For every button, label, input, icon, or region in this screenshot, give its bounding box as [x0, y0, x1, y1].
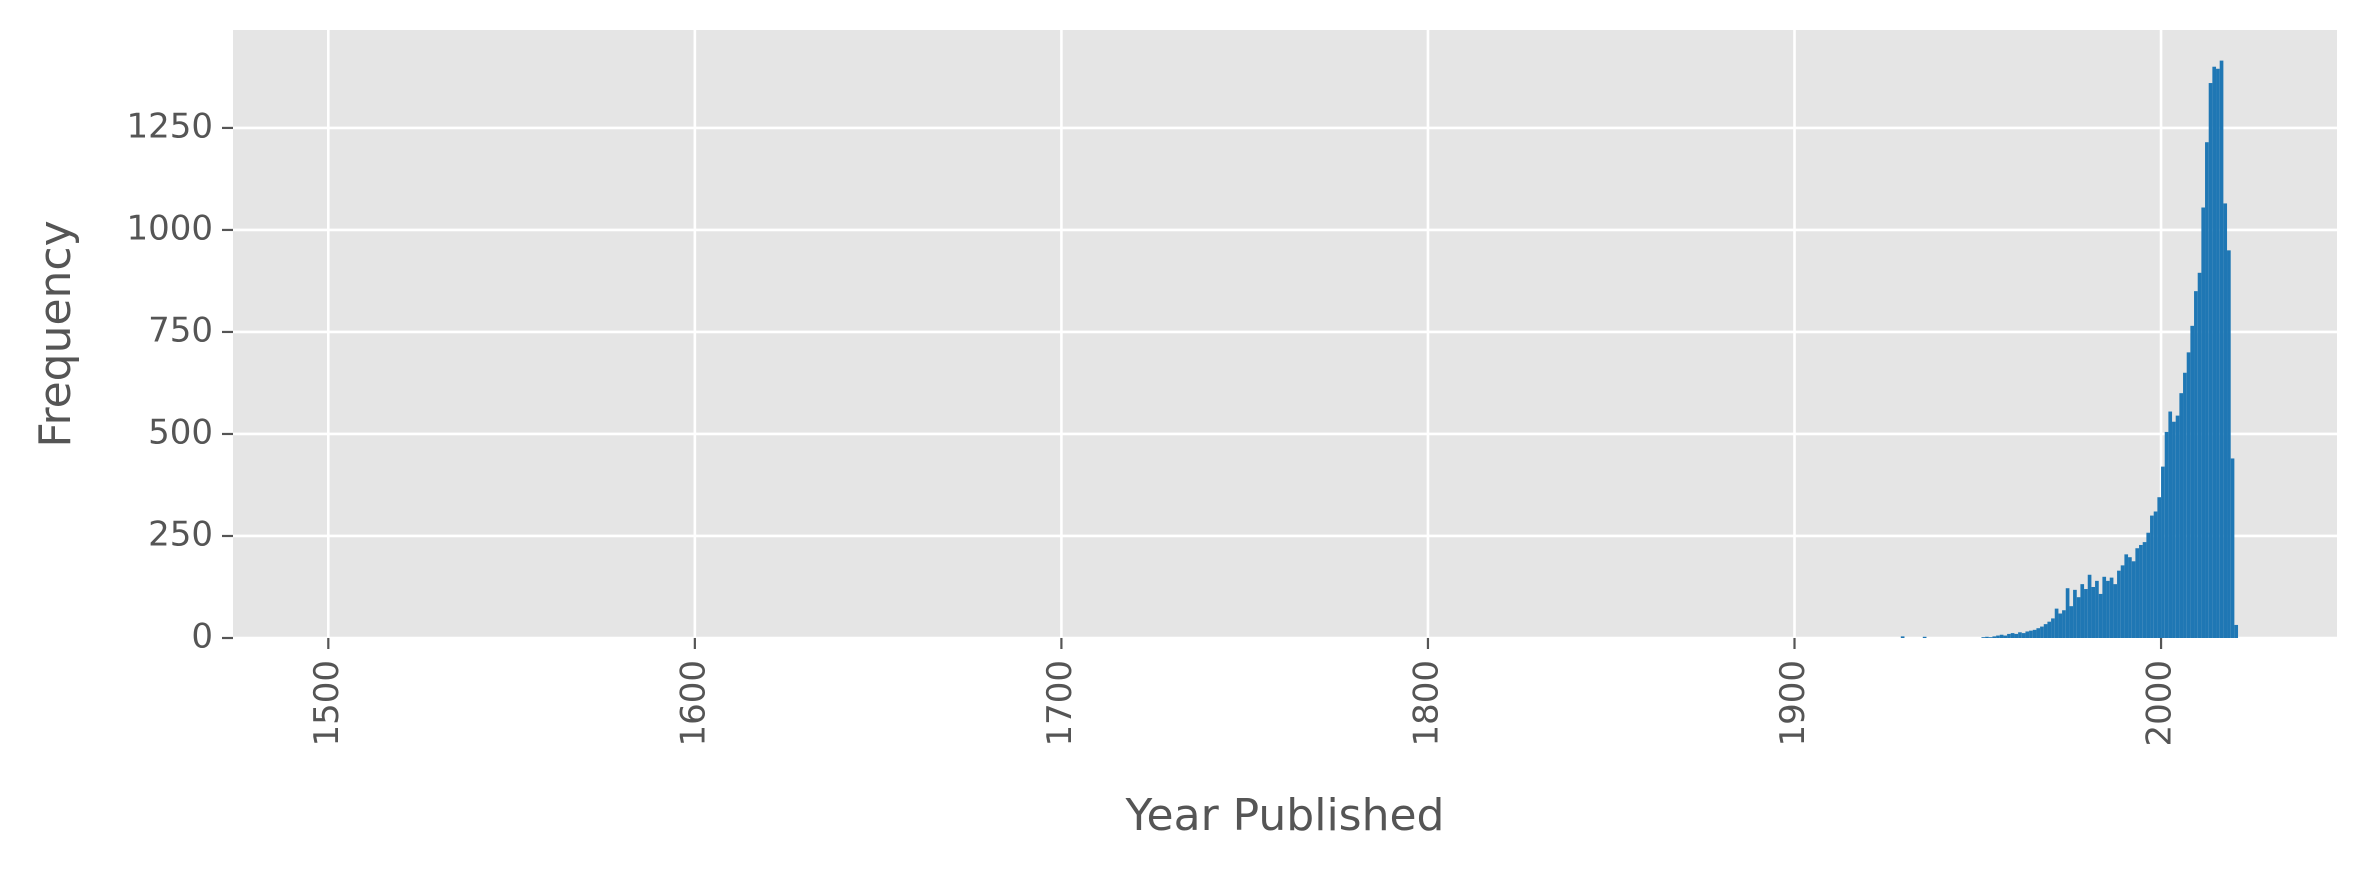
histogram-bar	[2223, 203, 2228, 638]
histogram-bar	[2109, 577, 2114, 638]
x-axis-title: Year Published	[1125, 790, 1445, 841]
histogram-bar	[2168, 411, 2173, 638]
histogram-bar	[2201, 207, 2206, 638]
x-tick-label: 1800	[1406, 660, 1446, 747]
histogram-bar	[2219, 60, 2224, 639]
histogram-bar	[2062, 610, 2066, 638]
x-tick-label: 1700	[1040, 660, 1080, 747]
histogram-bar	[2179, 393, 2184, 638]
histogram-bar	[1992, 636, 1997, 638]
histogram-bar	[2135, 548, 2140, 638]
histogram-bar	[2216, 68, 2220, 639]
histogram-bar	[2161, 466, 2165, 638]
histogram-bar	[2047, 621, 2052, 638]
histogram-bar	[2084, 589, 2088, 638]
x-tick-label: 1900	[1773, 660, 1813, 747]
histogram-bar	[2076, 597, 2081, 638]
x-tick-label: 1600	[673, 660, 713, 747]
histogram-bar	[2098, 593, 2103, 638]
y-tick-label: 500	[148, 412, 213, 452]
y-tick-label: 750	[148, 310, 213, 350]
histogram-bar	[1981, 637, 1986, 638]
histogram-bar	[2172, 421, 2176, 638]
y-tick-label: 0	[191, 617, 213, 657]
histogram-bar	[2032, 629, 2037, 638]
histogram-bar	[2065, 588, 2070, 638]
grid-lines	[233, 30, 2337, 640]
histogram-bar	[2095, 580, 2099, 638]
histogram-bar	[2227, 250, 2231, 638]
histogram-bar	[1922, 636, 1927, 638]
histogram-bar	[2142, 542, 2147, 638]
histogram-bar	[2175, 415, 2180, 638]
histogram-bar	[1985, 636, 1989, 638]
histogram-bar	[2212, 66, 2217, 638]
histogram-bar	[2080, 584, 2085, 638]
histogram-bar	[2040, 626, 2044, 638]
histogram-bar	[1988, 637, 1993, 638]
histogram-bar	[2131, 561, 2136, 638]
axes: 1500 1600 1700 1800 1900 2000 0 250 500 750 1000 12…	[126, 106, 2179, 746]
histogram-bar	[2029, 630, 2033, 638]
histogram-bars	[1900, 60, 2239, 639]
histogram-bar	[2003, 635, 2008, 638]
histogram-bar	[2190, 325, 2195, 638]
histogram-bar	[2073, 589, 2077, 638]
y-tick-label: 1250	[126, 106, 213, 146]
histogram-bar	[2230, 458, 2235, 638]
histogram-bar	[2010, 633, 2015, 638]
plot-background	[233, 30, 2337, 638]
histogram-bar	[2186, 352, 2191, 638]
histogram-bar	[2128, 557, 2132, 638]
histogram-bar	[2051, 618, 2055, 638]
histogram-bar	[2054, 608, 2059, 638]
histogram-bar	[2124, 554, 2129, 638]
histogram-bar	[2139, 544, 2143, 638]
y-tick-label: 250	[148, 514, 213, 554]
histogram-bar	[2205, 142, 2209, 638]
histogram-bar	[2183, 372, 2187, 638]
histogram-bar	[2164, 431, 2169, 638]
y-tick-label: 1000	[126, 208, 213, 248]
histogram-bar	[1999, 634, 2004, 638]
histogram-bar	[2091, 586, 2096, 638]
histogram-bar	[2087, 574, 2092, 638]
histogram-bar	[2146, 532, 2151, 638]
histogram-bar	[2007, 633, 2011, 638]
histogram-bar	[2157, 497, 2162, 638]
histogram-bar	[2058, 613, 2063, 638]
histogram-bar	[2069, 606, 2074, 638]
histogram-bar	[2153, 511, 2158, 638]
histogram-bar	[2014, 633, 2019, 638]
x-tick-label: 1500	[307, 660, 347, 747]
histogram-bar	[2025, 631, 2030, 638]
histogram-bar	[2018, 632, 2022, 638]
histogram-bar	[2194, 291, 2198, 638]
histogram-bar	[2102, 576, 2107, 638]
histogram-bar	[2208, 83, 2213, 638]
histogram-bar	[2036, 628, 2041, 638]
histogram-bar	[2021, 633, 2026, 638]
histogram-bar	[2234, 624, 2239, 638]
histogram-bar	[2113, 584, 2118, 638]
histogram-bar	[2150, 515, 2154, 638]
histogram-bar	[2043, 624, 2048, 638]
histogram-bar	[2117, 570, 2121, 638]
y-axis-title: Frequency	[30, 220, 81, 447]
histogram-bar	[2120, 565, 2125, 638]
x-tick-label: 2000	[2140, 660, 2180, 747]
histogram-bar	[1996, 635, 2000, 638]
histogram-bar	[1900, 636, 1905, 638]
histogram-bar	[2106, 580, 2110, 638]
histogram-bar	[2197, 272, 2202, 638]
